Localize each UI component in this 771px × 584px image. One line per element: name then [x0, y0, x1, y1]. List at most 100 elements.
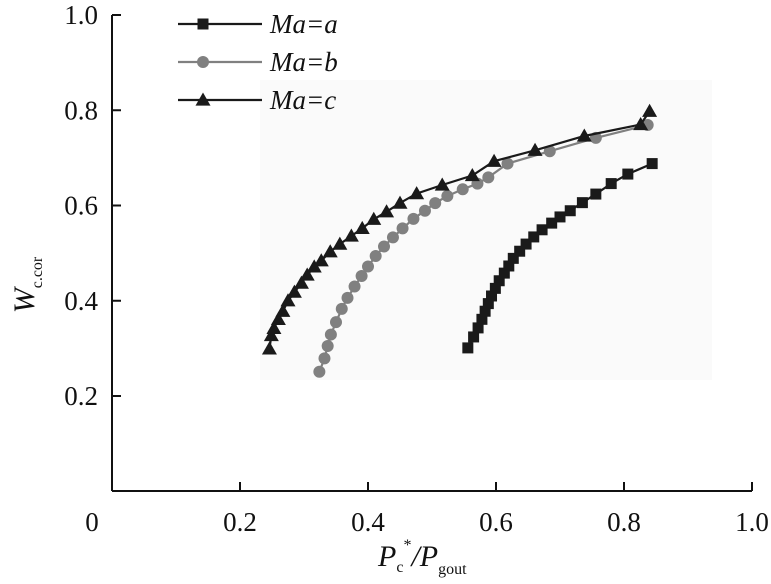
- x-label-sub2: gout: [438, 561, 467, 578]
- x-label-main: P: [377, 540, 396, 573]
- y-axis-label: Wc.cor: [8, 256, 46, 313]
- legend-label: Ma=c: [269, 85, 336, 115]
- series-triangle: [261, 103, 658, 355]
- data-point: [275, 303, 291, 317]
- legend-entry: Ma=b: [178, 47, 338, 77]
- data-point: [429, 197, 442, 210]
- data-point: [456, 183, 469, 196]
- data-point: [362, 260, 374, 273]
- data-point: [392, 195, 408, 209]
- data-point: [527, 142, 543, 156]
- data-point: [322, 244, 338, 258]
- legend-label: Ma=a: [269, 9, 338, 39]
- x-tick-label: 0: [85, 507, 99, 537]
- data-point: [379, 204, 395, 218]
- legend-entry: Ma=a: [178, 9, 338, 39]
- data-point: [486, 290, 498, 302]
- data-point: [576, 197, 588, 209]
- data-point: [468, 331, 480, 343]
- data-point: [482, 298, 494, 310]
- data-point: [503, 260, 515, 272]
- data-point: [493, 275, 505, 287]
- y-label-sub: c.cor: [29, 256, 46, 288]
- data-point: [464, 167, 480, 182]
- data-point: [554, 211, 566, 223]
- data-point: [324, 328, 337, 341]
- data-point: [299, 267, 315, 281]
- data-point: [622, 168, 634, 180]
- data-point: [536, 224, 548, 236]
- y-tick-label: 0.4: [64, 286, 98, 316]
- legend-entry: Ma=c: [178, 85, 336, 115]
- data-point: [543, 145, 556, 158]
- data-point: [321, 339, 334, 352]
- data-point: [479, 305, 491, 317]
- x-label-sub1: c: [396, 559, 403, 576]
- data-point: [514, 245, 526, 257]
- data-point: [318, 352, 331, 365]
- x-axis-label: Pc*/Pgout: [377, 537, 467, 578]
- data-point: [462, 342, 474, 354]
- data-point: [313, 365, 326, 378]
- data-point: [528, 231, 540, 243]
- y-tick-label: 0.6: [64, 191, 98, 221]
- data-point: [386, 231, 399, 244]
- data-point: [313, 253, 329, 267]
- data-point: [366, 211, 382, 225]
- data-point: [646, 158, 658, 170]
- data-point: [266, 320, 282, 334]
- data-point: [293, 275, 309, 289]
- legend: Ma=a Ma=b Ma=c: [178, 9, 338, 115]
- y-label-main: W: [8, 285, 41, 313]
- data-point: [605, 178, 617, 190]
- data-point: [354, 220, 370, 234]
- data-point: [441, 189, 454, 202]
- axes: 0 0.2 0.4 0.6 0.8 1.0 0.2 0.4 0.6 0.8 1.0: [64, 0, 769, 537]
- data-point: [409, 186, 425, 200]
- data-point: [378, 240, 390, 253]
- data-point: [407, 212, 420, 225]
- data-point: [501, 157, 514, 170]
- x-tick-label: 0.6: [479, 507, 513, 537]
- y-tick-label: 0.2: [64, 381, 98, 411]
- data-point: [286, 284, 302, 298]
- data-point: [369, 249, 382, 262]
- legend-label: Ma=b: [269, 47, 338, 77]
- data-point: [280, 293, 296, 307]
- data-point: [498, 267, 510, 279]
- data-point: [335, 302, 348, 315]
- data-point: [489, 282, 501, 294]
- data-point: [434, 177, 450, 191]
- data-point: [472, 322, 484, 334]
- data-point: [418, 204, 431, 217]
- data-point: [330, 316, 342, 329]
- series-square: [462, 158, 658, 354]
- legend-marker: [197, 56, 209, 68]
- legend-marker: [197, 18, 209, 30]
- x-tick-label: 1.0: [735, 507, 769, 537]
- x-label-sup: *: [403, 537, 411, 554]
- data-point: [520, 238, 532, 250]
- data-point: [476, 313, 488, 325]
- data-point: [546, 217, 558, 229]
- data-point: [348, 280, 361, 293]
- data-point: [576, 128, 592, 142]
- data-point: [341, 291, 354, 304]
- series-layer: [261, 103, 658, 378]
- x-tick-label: 0.4: [351, 507, 385, 537]
- data-point: [633, 117, 649, 131]
- data-point: [355, 269, 368, 282]
- data-point: [261, 341, 277, 355]
- data-point: [590, 188, 602, 200]
- data-point: [482, 171, 495, 184]
- data-point: [270, 311, 286, 325]
- x-label-slash: /P: [409, 540, 438, 573]
- legend-marker: [195, 92, 211, 106]
- y-tick-label: 0.8: [64, 95, 98, 125]
- data-point: [564, 205, 576, 217]
- data-point: [343, 228, 359, 242]
- y-tick-label: 1.0: [64, 0, 98, 30]
- data-point: [332, 236, 348, 250]
